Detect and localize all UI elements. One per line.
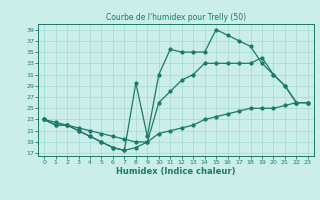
Title: Courbe de l'humidex pour Trelly (50): Courbe de l'humidex pour Trelly (50) xyxy=(106,13,246,22)
X-axis label: Humidex (Indice chaleur): Humidex (Indice chaleur) xyxy=(116,167,236,176)
